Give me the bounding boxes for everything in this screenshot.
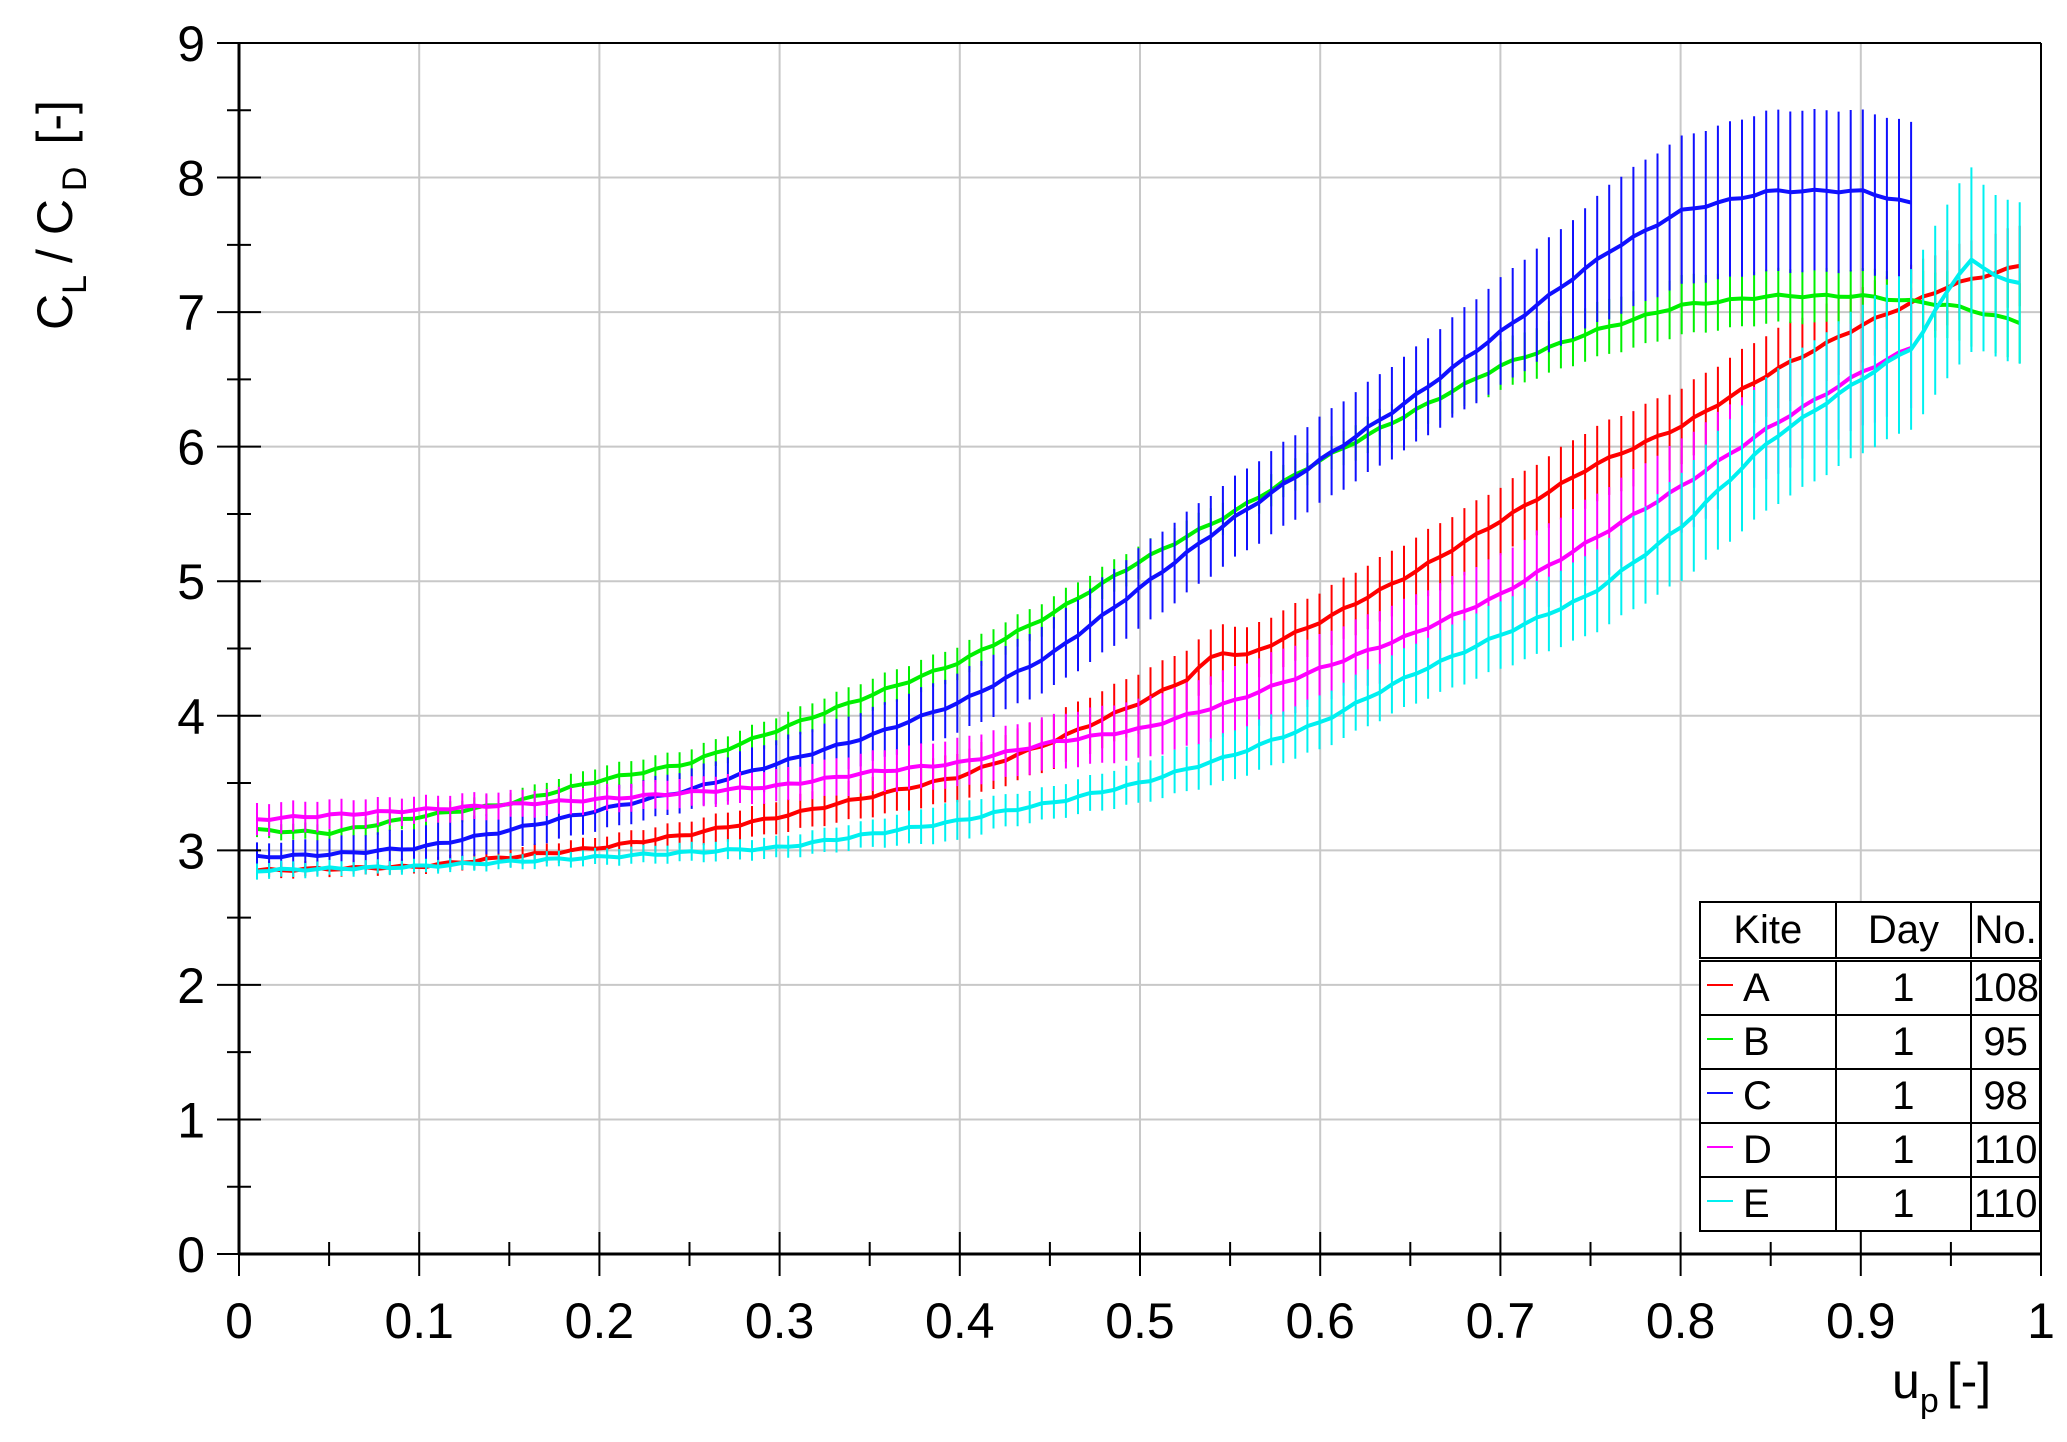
y-tick-label: 1 bbox=[177, 1092, 205, 1148]
x-tick-label: 0.7 bbox=[1466, 1293, 1536, 1349]
legend-no: 95 bbox=[1970, 1014, 2041, 1070]
legend-day: 1 bbox=[1834, 958, 1973, 1016]
legend-day: 1 bbox=[1834, 1068, 1973, 1124]
x-tick-label: 0.2 bbox=[565, 1293, 635, 1349]
line-E bbox=[256, 257, 2021, 874]
legend-row: C 1 98 bbox=[1699, 1068, 2041, 1124]
legend-day: 1 bbox=[1834, 1014, 1973, 1070]
legend-kite: E bbox=[1743, 1181, 1770, 1226]
y-tick-label: 8 bbox=[177, 151, 205, 207]
legend-no: 110 bbox=[1970, 1122, 2041, 1178]
legend-no: 98 bbox=[1970, 1068, 2041, 1124]
legend-header-kite: Kite bbox=[1699, 901, 1837, 962]
legend-kite: A bbox=[1743, 965, 1770, 1010]
error-bars-E bbox=[256, 167, 2021, 880]
legend-no: 108 bbox=[1970, 958, 2041, 1016]
series-C bbox=[256, 109, 1913, 872]
legend-kite: D bbox=[1743, 1127, 1772, 1172]
legend-swatch bbox=[1707, 983, 1733, 986]
series-D bbox=[256, 287, 1913, 836]
legend-header-no: No. bbox=[1970, 901, 2041, 962]
legend-row: D 1 110 bbox=[1699, 1122, 2041, 1178]
legend-kite-cell: B bbox=[1699, 1014, 1837, 1070]
x-tick-label: 0 bbox=[225, 1293, 253, 1349]
series-layer bbox=[256, 109, 2021, 880]
x-tick-label: 1 bbox=[2027, 1293, 2055, 1349]
legend-table: Kite Day No. A 1 108 B 1 95 C 1 98 D 1 110 E 1 110 bbox=[1699, 901, 2041, 1232]
legend-swatch bbox=[1707, 1145, 1733, 1148]
line-D bbox=[256, 346, 1912, 822]
x-tick-label: 0.8 bbox=[1646, 1293, 1716, 1349]
error-bars-D bbox=[256, 287, 1913, 836]
y-tick-label: 3 bbox=[177, 823, 205, 879]
y-tick-label: 0 bbox=[177, 1227, 205, 1283]
legend-swatch bbox=[1707, 1199, 1733, 1202]
y-tick-label: 6 bbox=[177, 420, 205, 476]
legend-row: B 1 95 bbox=[1699, 1014, 2041, 1070]
legend-kite-cell: E bbox=[1699, 1176, 1837, 1232]
y-tick-label: 2 bbox=[177, 958, 205, 1014]
legend-row: A 1 108 bbox=[1699, 958, 2041, 1016]
x-tick-label: 0.1 bbox=[384, 1293, 454, 1349]
legend-day: 1 bbox=[1834, 1176, 1973, 1232]
legend-kite-cell: D bbox=[1699, 1122, 1837, 1178]
legend-row: E 1 110 bbox=[1699, 1176, 2041, 1232]
legend-no: 110 bbox=[1970, 1176, 2041, 1232]
y-tick-label: 9 bbox=[177, 16, 205, 72]
x-tick-label: 0.5 bbox=[1105, 1293, 1175, 1349]
legend-kite-cell: C bbox=[1699, 1068, 1837, 1124]
y-tick-label: 7 bbox=[177, 285, 205, 341]
y-tick-label: 4 bbox=[177, 689, 205, 745]
x-tick-label: 0.4 bbox=[925, 1293, 995, 1349]
legend-kite-cell: A bbox=[1699, 958, 1837, 1016]
y-tick-label: 5 bbox=[177, 554, 205, 610]
legend-kite: C bbox=[1743, 1073, 1772, 1118]
legend-swatch bbox=[1707, 1091, 1733, 1094]
x-tick-label: 0.6 bbox=[1285, 1293, 1355, 1349]
legend-day: 1 bbox=[1834, 1122, 1973, 1178]
legend-header-day: Day bbox=[1834, 901, 1973, 962]
axes bbox=[217, 42, 2042, 1276]
legend-kite: B bbox=[1743, 1019, 1770, 1064]
x-tick-label: 0.9 bbox=[1826, 1293, 1896, 1349]
tick-labels: 0 0.1 0.2 0.3 0.4 0.5 0.6 0.7 0.8 0.9 1 0 1 2 3 4 5 6 7 8 9 bbox=[177, 16, 2055, 1349]
legend-swatch bbox=[1707, 1037, 1733, 1040]
x-axis-label: up [-] bbox=[1892, 1353, 1991, 1420]
x-tick-label: 0.3 bbox=[745, 1293, 815, 1349]
series-E bbox=[256, 167, 2021, 880]
line-C bbox=[256, 187, 1912, 860]
y-axis-label: CL/ CD[-] bbox=[27, 100, 94, 330]
